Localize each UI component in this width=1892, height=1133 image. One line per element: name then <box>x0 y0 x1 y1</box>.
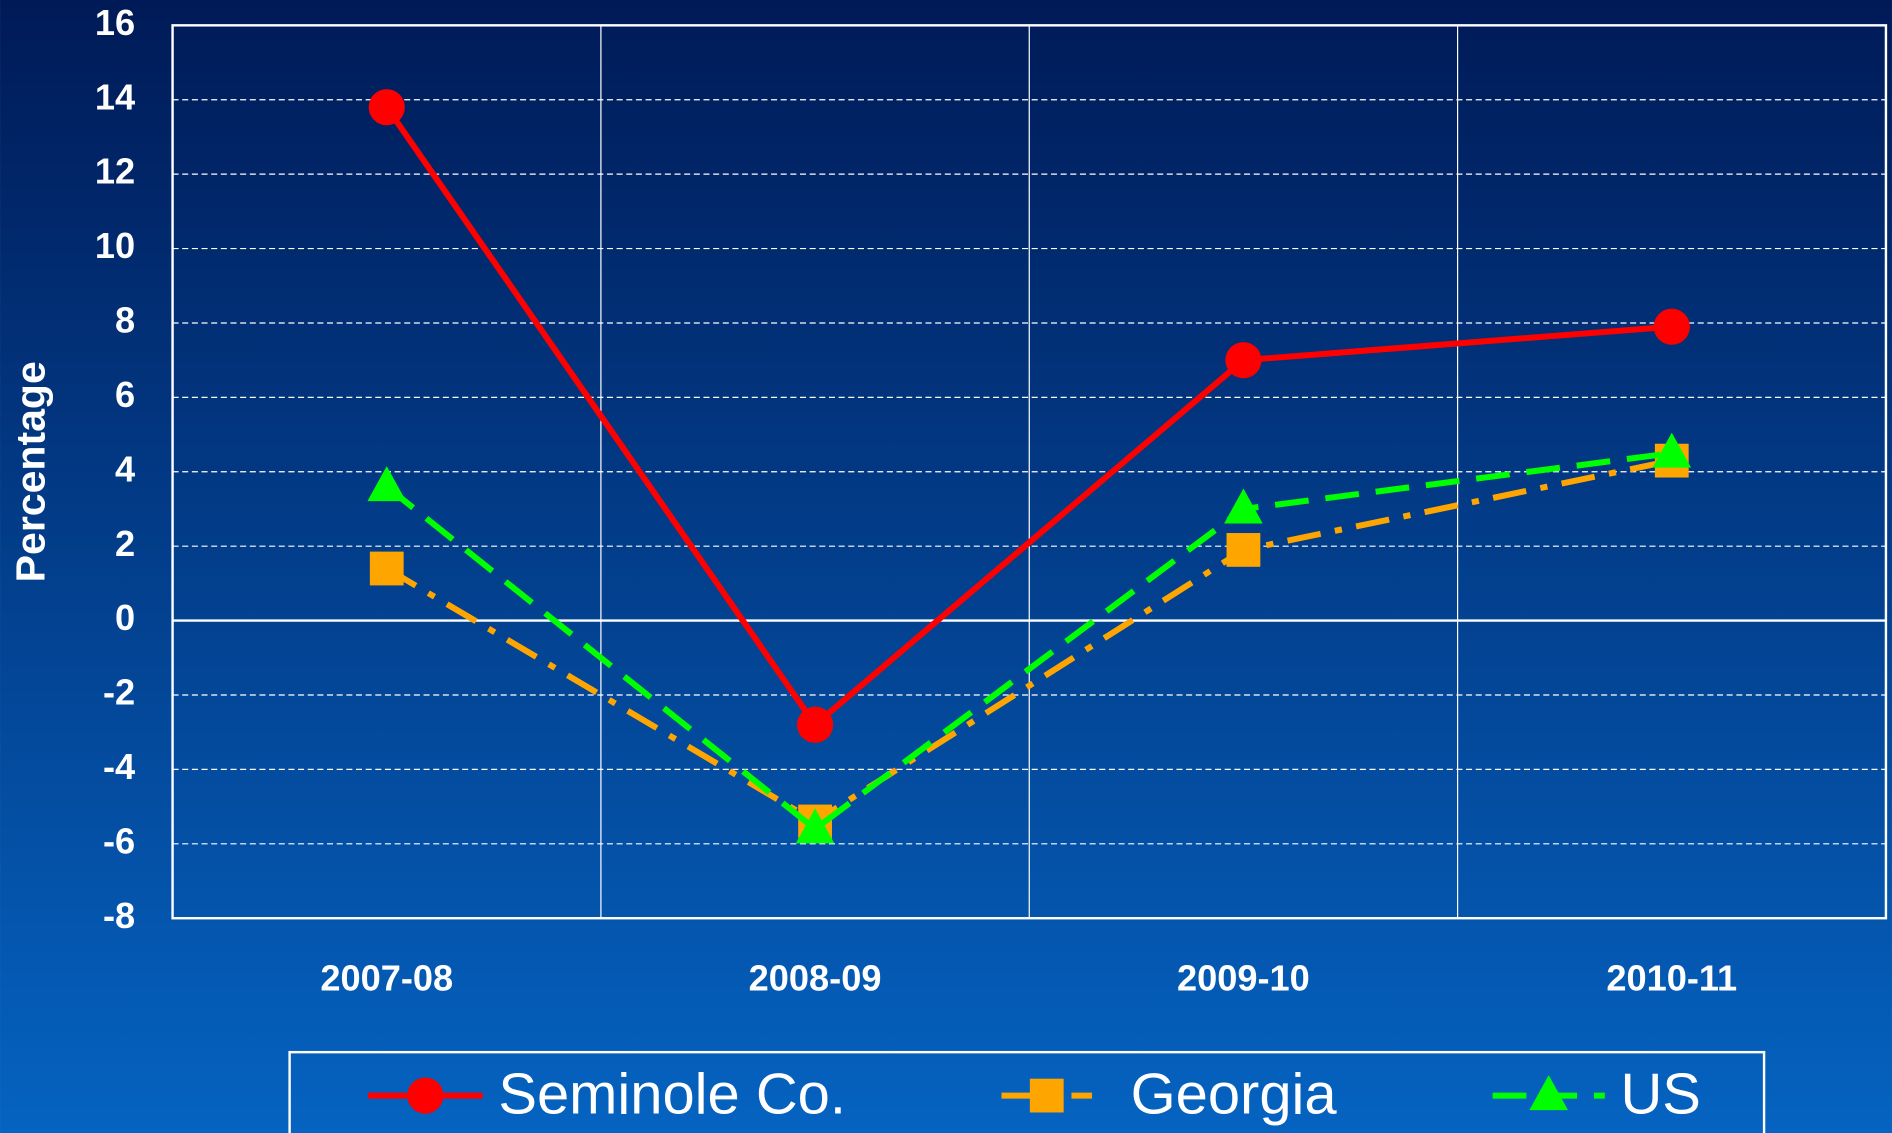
point-marker <box>1224 488 1263 524</box>
y-tick-label: -8 <box>103 895 135 936</box>
point-marker <box>369 551 404 586</box>
y-tick-label: 14 <box>95 76 135 117</box>
point-marker <box>1226 533 1261 567</box>
point-marker <box>795 808 835 844</box>
y-tick-label: -6 <box>103 820 135 861</box>
point-marker <box>1225 342 1262 379</box>
point-marker <box>796 706 834 743</box>
series-line <box>385 457 1673 826</box>
y-tick-label: 10 <box>95 225 135 266</box>
legend-label: Georgia <box>1131 1062 1338 1126</box>
point-marker <box>367 466 407 502</box>
y-tick-label: -4 <box>103 746 135 787</box>
y-axis-label: Percentage <box>8 361 54 582</box>
y-tick-label: 6 <box>115 374 135 415</box>
legend-box <box>288 1050 1766 1133</box>
x-tick-label: 2008-09 <box>749 958 882 999</box>
y-tick-label: 4 <box>115 448 135 489</box>
x-tick-label: 2007-08 <box>320 958 453 999</box>
legend-marker <box>1529 1075 1569 1111</box>
y-tick-label: 16 <box>95 2 135 43</box>
y-tick-label: -2 <box>103 672 135 713</box>
legend-label: US <box>1620 1062 1700 1126</box>
point-marker <box>1653 308 1690 345</box>
legend-marker <box>1029 1078 1064 1113</box>
point-marker <box>1652 432 1692 468</box>
series-line <box>384 105 1673 730</box>
point-marker <box>368 89 405 126</box>
y-tick-label: 12 <box>95 151 135 192</box>
y-tick-label: 2 <box>115 523 135 564</box>
series-line <box>384 450 1673 833</box>
y-tick-label: 8 <box>115 300 135 341</box>
y-tick-label: 0 <box>115 597 135 638</box>
legend-label: Seminole Co. <box>498 1062 846 1126</box>
x-tick-label: 2010-11 <box>1606 958 1737 999</box>
x-tick-label: 2009-10 <box>1177 958 1310 999</box>
legend-marker <box>407 1077 444 1114</box>
